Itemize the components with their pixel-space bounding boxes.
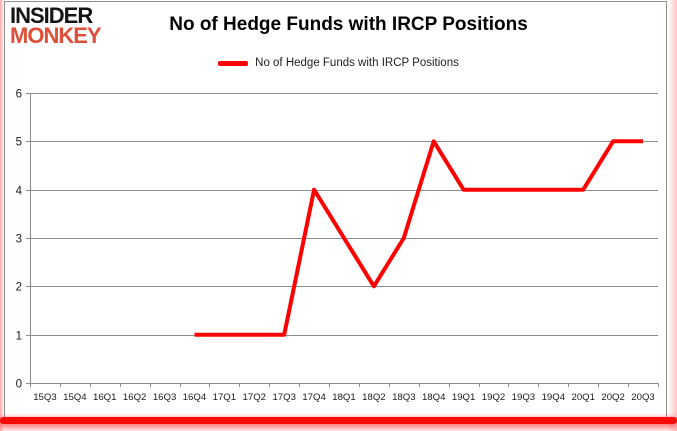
y-tick-label: 6 [16,89,22,101]
red-glow-right [668,0,677,431]
x-tick-label: 20Q3 [631,392,654,403]
x-tick-label: 19Q2 [482,392,505,403]
y-tick-label: 4 [16,186,23,198]
y-tick-label: 0 [16,379,22,391]
x-tick-label: 17Q1 [213,392,236,403]
x-tick-label: 15Q4 [63,392,87,403]
x-tick-label: 18Q1 [332,392,355,403]
y-tick-label: 1 [16,331,22,343]
x-tick-label: 16Q3 [153,392,176,403]
legend-label: No of Hedge Funds with IRCP Positions [255,57,459,69]
series-line-0 [194,139,643,337]
legend: No of Hedge Funds with IRCP Positions [0,55,677,71]
x-tick-label: 19Q4 [542,392,566,403]
y-tick-label: 3 [16,234,22,246]
x-tick-label: 17Q2 [243,392,266,403]
x-tick-label: 17Q3 [272,392,295,403]
logo-text-monkey: MONKEY [10,23,102,49]
red-bottom-border [0,417,677,424]
x-tick-label: 16Q1 [93,392,116,403]
x-tick-label: 20Q2 [601,392,624,403]
legend-line-swatch [218,60,249,66]
x-tick-label: 17Q4 [302,392,326,403]
x-tick-label: 19Q3 [512,392,535,403]
x-tick-label: 16Q4 [183,392,207,403]
x-tick-label: 18Q3 [392,392,415,403]
x-tick-label: 15Q3 [33,392,56,403]
insider-monkey-logo: INSIDER MONKEY [10,3,102,49]
x-tick-label: 18Q4 [422,392,446,403]
chart-frame [4,1,667,419]
y-tick-label: 5 [16,137,22,149]
x-tick-label: 20Q1 [571,392,594,403]
x-tick-label: 16Q2 [123,392,146,403]
chart-title: No of Hedge Funds with IRCP Positions [169,14,528,35]
logo-text-insider: INSIDER [10,3,93,28]
y-tick-label: 2 [16,282,22,294]
x-tick-label: 19Q1 [452,392,475,403]
x-tick-label: 18Q2 [362,392,385,403]
red-glow-left [0,0,4,431]
